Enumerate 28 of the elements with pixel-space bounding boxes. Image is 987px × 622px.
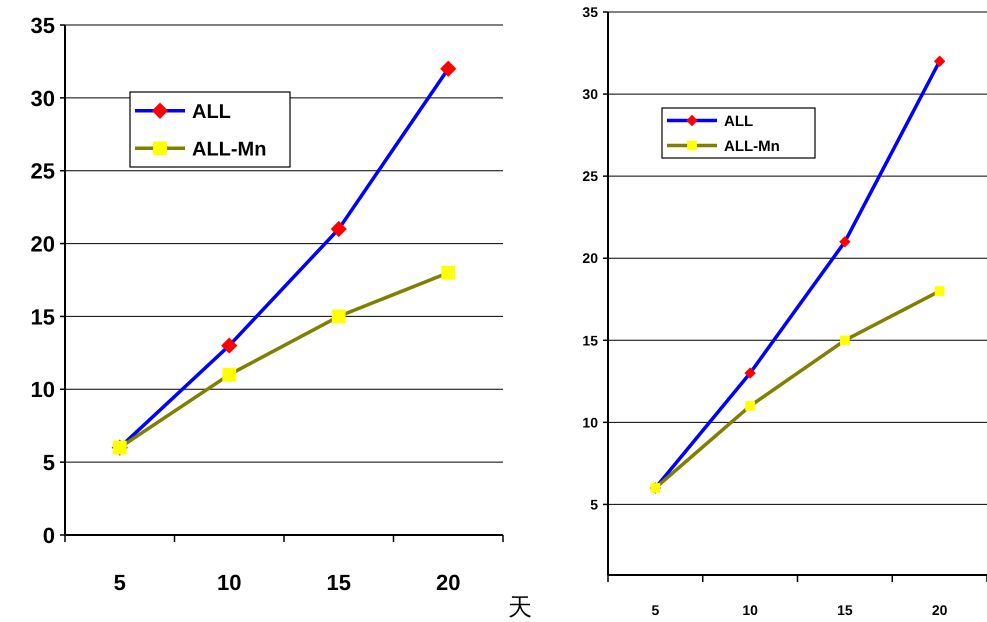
- y-tick-label: 10: [582, 414, 598, 430]
- x-tick-label: 15: [837, 602, 853, 618]
- y-tick-label: 25: [30, 158, 55, 184]
- y-tick-label: 30: [30, 86, 55, 111]
- x-tick-label: 5: [651, 602, 660, 618]
- x-tick-label: 10: [217, 570, 242, 595]
- y-tick-label: 35: [30, 12, 55, 38]
- y-tick-label: 5: [590, 496, 598, 512]
- x-tick-label: 15: [326, 570, 351, 595]
- x-tick-label: 5: [114, 570, 126, 595]
- y-tick-label: 15: [582, 332, 598, 348]
- legend-label: ALL: [192, 100, 231, 123]
- y-tick-label: 0: [42, 522, 55, 548]
- y-tick-label: 5: [42, 450, 55, 476]
- y-tick-label: 35: [582, 4, 598, 20]
- y-tick-label: 25: [582, 168, 598, 184]
- x-tick-label: 20: [932, 602, 948, 618]
- legend-label: ALL-Mn: [724, 138, 780, 155]
- x-axis-title: 天: [508, 594, 532, 621]
- y-tick-label: 10: [30, 377, 55, 402]
- legend-label: ALL: [724, 112, 754, 130]
- legend-label: ALL-Mn: [192, 138, 266, 160]
- y-tick-label: 20: [582, 250, 598, 266]
- y-tick-label: 20: [30, 231, 55, 256]
- x-tick-label: 10: [742, 602, 758, 618]
- x-tick-label: 20: [436, 570, 460, 595]
- y-tick-label: 30: [582, 86, 598, 102]
- y-tick-label: 15: [30, 304, 55, 330]
